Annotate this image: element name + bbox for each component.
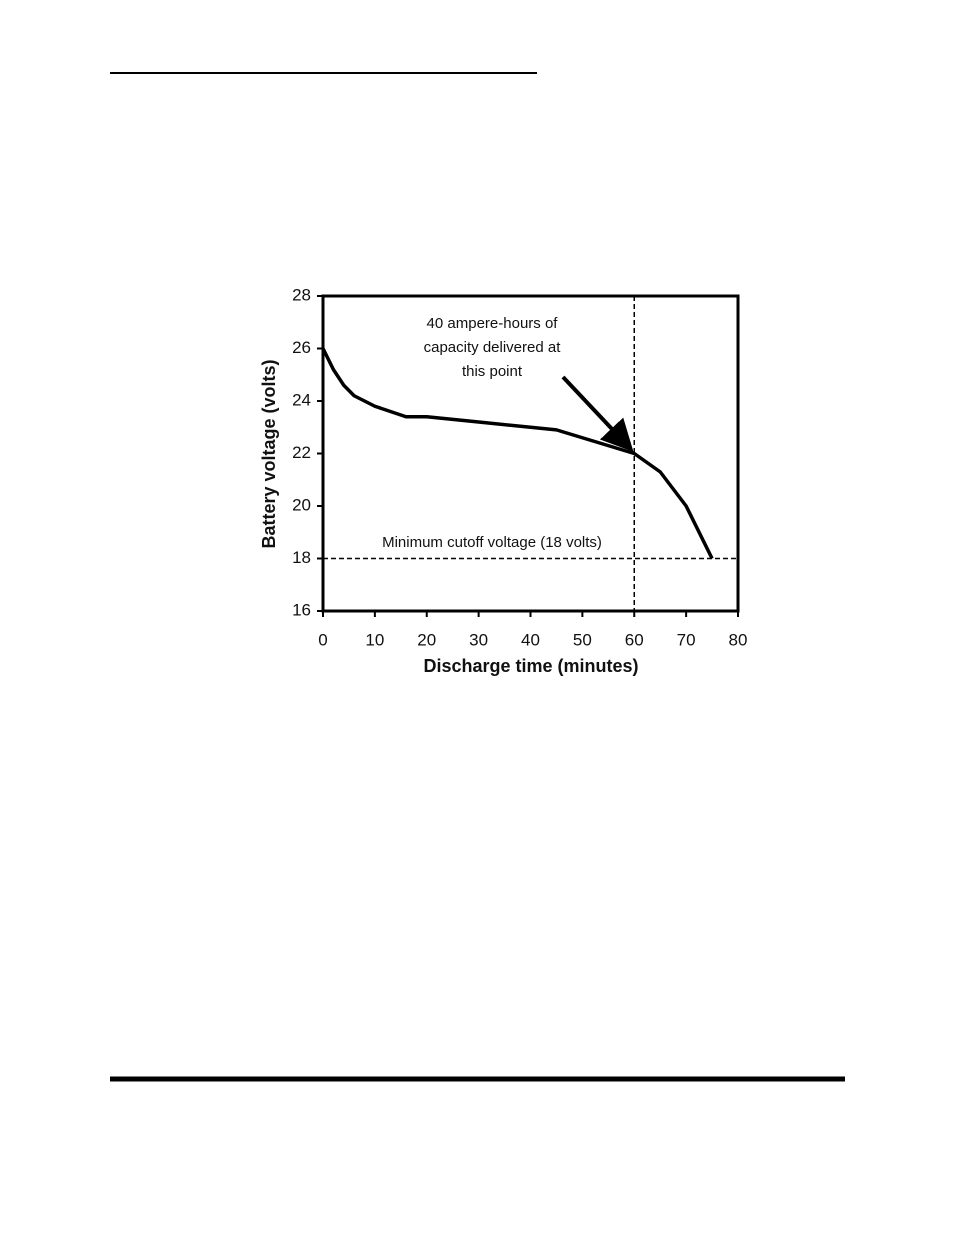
x-tick-label: 20 [417, 630, 436, 649]
annotation-arrow [561, 375, 634, 452]
x-tick-label: 30 [469, 630, 488, 649]
plot-frame [321, 294, 740, 613]
annotation-text: this point [462, 363, 523, 380]
y-tick-label: 18 [292, 548, 311, 567]
x-tick-label: 40 [521, 630, 540, 649]
x-tick-label: 50 [573, 630, 592, 649]
x-tick-label: 80 [729, 630, 748, 649]
x-tick-label: 0 [318, 630, 327, 649]
x-tick-label: 70 [677, 630, 696, 649]
annotation-text: capacity delivered at [424, 339, 562, 356]
annotation-text: 40 ampere-hours of [427, 315, 559, 332]
x-tick-label: 60 [625, 630, 644, 649]
cutoff-label: Minimum cutoff voltage (18 volts) [382, 534, 602, 551]
y-tick-label: 22 [292, 443, 311, 462]
y-tick-label: 16 [292, 600, 311, 619]
x-tick-label: 10 [365, 630, 384, 649]
y-tick-label: 26 [292, 338, 311, 357]
x-axis-label: Discharge time (minutes) [423, 656, 638, 676]
y-tick-label: 28 [292, 285, 311, 304]
y-tick-label: 20 [292, 495, 311, 514]
y-tick-label: 24 [292, 390, 311, 409]
discharge-curve [321, 347, 714, 560]
y-axis-label: Battery voltage (volts) [259, 359, 279, 548]
